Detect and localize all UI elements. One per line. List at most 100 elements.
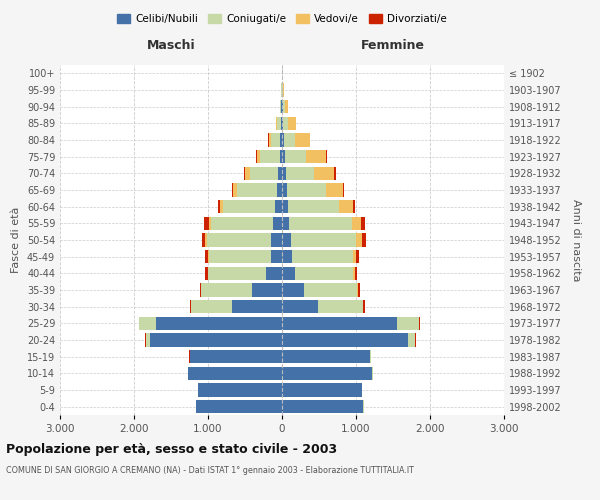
Bar [191, 300, 232, 314]
Bar [288, 116, 296, 130]
Bar [286, 166, 314, 180]
Bar [285, 150, 305, 164]
Bar [353, 266, 355, 280]
Bar [292, 250, 353, 264]
Text: Maschi: Maschi [146, 38, 196, 52]
Bar [282, 266, 295, 280]
Bar [275, 116, 277, 130]
Bar [257, 150, 260, 164]
Bar [156, 316, 282, 330]
Bar [277, 116, 281, 130]
Bar [355, 266, 358, 280]
Bar [190, 300, 191, 314]
Bar [280, 100, 281, 114]
Bar [150, 334, 282, 346]
Bar [282, 216, 289, 230]
Bar [289, 216, 352, 230]
Bar [199, 384, 282, 396]
Bar [397, 316, 419, 330]
Text: Femmine: Femmine [361, 38, 425, 52]
Legend: Celibi/Nubili, Coniugati/e, Vedovi/e, Divorziati/e: Celibi/Nubili, Coniugati/e, Vedovi/e, Di… [113, 10, 451, 29]
Bar [343, 184, 344, 196]
Bar [200, 284, 201, 296]
Bar [282, 150, 285, 164]
Bar [334, 166, 335, 180]
Bar [284, 134, 295, 146]
Bar [208, 250, 209, 264]
Bar [232, 300, 282, 314]
Bar [188, 366, 282, 380]
Bar [190, 350, 282, 364]
Bar [408, 334, 415, 346]
Bar [205, 250, 208, 264]
Bar [304, 284, 358, 296]
Bar [282, 316, 397, 330]
Bar [205, 266, 208, 280]
Bar [290, 234, 356, 246]
Bar [356, 250, 359, 264]
Bar [204, 216, 209, 230]
Bar [362, 234, 366, 246]
Bar [209, 250, 271, 264]
Bar [281, 116, 282, 130]
Bar [318, 300, 362, 314]
Bar [260, 150, 280, 164]
Bar [282, 134, 284, 146]
Bar [356, 234, 362, 246]
Bar [238, 184, 277, 196]
Bar [232, 184, 233, 196]
Bar [206, 234, 271, 246]
Bar [280, 150, 282, 164]
Bar [282, 184, 287, 196]
Bar [271, 234, 282, 246]
Bar [314, 166, 334, 180]
Bar [282, 116, 283, 130]
Bar [282, 284, 304, 296]
Bar [277, 184, 282, 196]
Bar [223, 200, 275, 213]
Bar [220, 200, 223, 213]
Bar [363, 300, 365, 314]
Bar [139, 316, 156, 330]
Bar [211, 216, 273, 230]
Bar [282, 234, 290, 246]
Bar [353, 200, 355, 213]
Text: Popolazione per età, sesso e stato civile - 2003: Popolazione per età, sesso e stato civil… [6, 442, 337, 456]
Bar [202, 234, 205, 246]
Bar [269, 134, 271, 146]
Text: COMUNE DI SAN GIORGIO A CREMANO (NA) - Dati ISTAT 1° gennaio 2003 - Elaborazione: COMUNE DI SAN GIORGIO A CREMANO (NA) - D… [6, 466, 414, 475]
Bar [273, 216, 282, 230]
Bar [326, 184, 343, 196]
Y-axis label: Fasce di età: Fasce di età [11, 207, 21, 273]
Bar [361, 216, 365, 230]
Bar [146, 334, 150, 346]
Bar [295, 266, 353, 280]
Bar [245, 166, 250, 180]
Bar [282, 384, 362, 396]
Bar [208, 266, 266, 280]
Bar [353, 250, 356, 264]
Bar [287, 184, 326, 196]
Bar [340, 200, 353, 213]
Bar [218, 200, 220, 213]
Bar [358, 284, 360, 296]
Bar [305, 150, 326, 164]
Bar [233, 184, 238, 196]
Bar [266, 266, 282, 280]
Bar [205, 234, 206, 246]
Bar [352, 216, 361, 230]
Bar [282, 200, 287, 213]
Bar [282, 350, 370, 364]
Bar [250, 166, 278, 180]
Bar [370, 350, 371, 364]
Bar [283, 116, 288, 130]
Y-axis label: Anni di nascita: Anni di nascita [571, 198, 581, 281]
Bar [287, 200, 340, 213]
Bar [251, 284, 282, 296]
Bar [282, 400, 364, 413]
Bar [271, 134, 280, 146]
Bar [282, 300, 318, 314]
Bar [282, 100, 283, 114]
Bar [282, 334, 408, 346]
Bar [275, 200, 282, 213]
